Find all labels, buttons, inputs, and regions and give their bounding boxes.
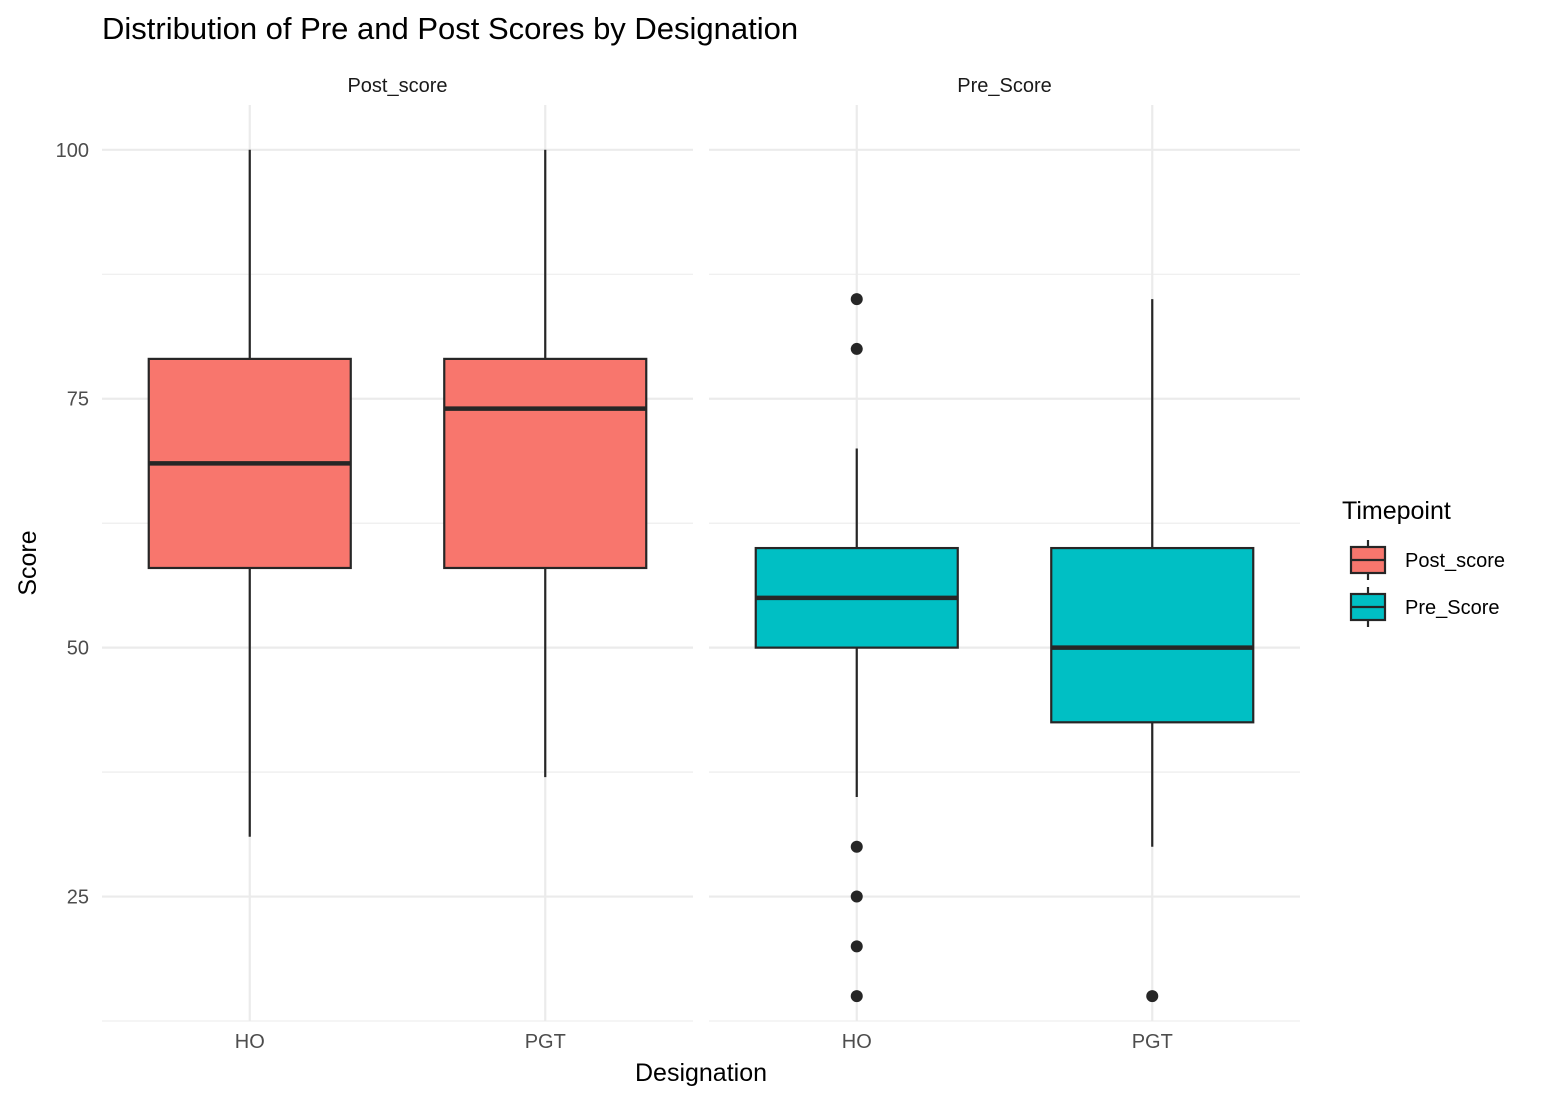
y-axis: 25 50 75 100: [56, 140, 89, 909]
legend-entry-post-score: Post_score: [1349, 540, 1505, 580]
x-tick-label: HO: [842, 1031, 872, 1053]
box-pre-score-pgt: [1050, 299, 1255, 1003]
box-post-score-ho: [147, 149, 352, 837]
legend-label: Pre_Score: [1405, 597, 1500, 619]
outlier-point: [850, 840, 863, 853]
outlier-point: [850, 342, 863, 355]
box-pre-score-ho: [754, 293, 959, 1003]
iqr-box: [443, 357, 648, 570]
legend: Timepoint Post_score Pre_Score: [1342, 497, 1505, 627]
legend-label: Post_score: [1405, 550, 1505, 572]
box-post-score-pgt: [443, 149, 648, 778]
x-tick-label: PGT: [525, 1031, 566, 1053]
legend-entry-pre-score: Pre_Score: [1349, 587, 1500, 627]
iqr-box: [1050, 546, 1255, 724]
y-tick-label: 75: [67, 389, 89, 411]
y-tick-label: 100: [56, 140, 89, 162]
facet-strip-label: Post_score: [347, 75, 447, 97]
outlier-point: [850, 890, 863, 903]
legend-title: Timepoint: [1342, 497, 1451, 525]
outlier-point: [850, 940, 863, 953]
facet-strip-label: Pre_Score: [957, 75, 1052, 97]
outlier-point: [1146, 990, 1159, 1003]
y-tick-label: 25: [67, 887, 89, 909]
y-axis-title: Score: [14, 530, 42, 595]
facet-panel-post-score: Post_score HO PGT: [102, 75, 693, 1053]
chart-title: Distribution of Pre and Post Scores by D…: [102, 11, 798, 46]
x-tick-label: HO: [235, 1031, 265, 1053]
outlier-point: [850, 990, 863, 1003]
x-tick-label: PGT: [1132, 1031, 1173, 1053]
facet-panel-pre-score: Pre_Score HO PGT: [709, 75, 1300, 1053]
x-axis-title: Designation: [635, 1059, 767, 1087]
y-tick-label: 50: [67, 638, 89, 660]
facet-panels: Post_score HO PGT Pre_Score HO PGT: [102, 75, 1300, 1053]
outlier-point: [850, 293, 863, 306]
